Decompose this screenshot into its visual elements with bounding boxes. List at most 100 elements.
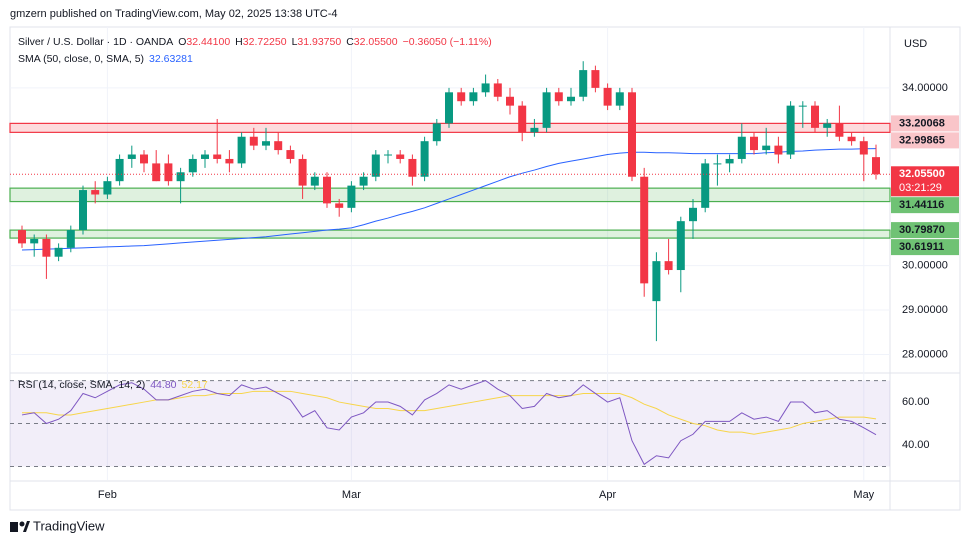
candle-body [579, 70, 588, 97]
candle-body [518, 105, 527, 133]
currency-label: USD [904, 38, 927, 50]
candle-body [652, 261, 661, 302]
candle-body [225, 158, 234, 164]
candle-body [298, 158, 307, 186]
candle-body [701, 163, 710, 208]
candle-body [628, 92, 636, 177]
sma-line [21, 148, 877, 251]
candle-body [91, 190, 100, 195]
zone-price-box [891, 239, 959, 256]
sma-legend: SMA (50, close, 0, SMA, 5) 32.63281 [18, 53, 193, 65]
ohlc-key: H [235, 36, 243, 48]
rsi-line [21, 380, 877, 466]
candle-body [127, 154, 136, 159]
candle-body [835, 123, 844, 137]
ohlc-key: L [292, 36, 298, 48]
candle-body [859, 141, 868, 155]
rsi-name: RSI (14, close, SMA, 14, 2) [18, 379, 145, 391]
x-tick-label: Apr [599, 489, 616, 501]
candle-body [750, 136, 758, 151]
candle-body [188, 158, 197, 173]
rsi-legend: RSI (14, close, SMA, 14, 2) 44.80 52.17 [18, 379, 208, 391]
candle-body [445, 92, 453, 124]
y-tick-label: 30.00000 [902, 259, 948, 271]
zone-price-box [891, 132, 959, 149]
candle-body [664, 261, 673, 271]
candle-body [542, 92, 551, 128]
candle-body [335, 203, 344, 208]
countdown-label: 03:21:29 [899, 182, 942, 194]
candle-body [725, 158, 734, 164]
zone-price-label: 30.79870 [899, 224, 945, 236]
candle-body [115, 158, 124, 182]
ohlc-value: 32.05500 [354, 36, 398, 48]
ohlc-key: C [346, 36, 354, 48]
zone-price-box [891, 222, 959, 239]
x-tick-label: Feb [98, 489, 117, 501]
x-tick-label: Mar [342, 489, 361, 501]
candle-body [408, 158, 417, 177]
candle-body [774, 145, 783, 155]
candle-body [347, 185, 356, 208]
candle-body [457, 92, 466, 102]
ohlc-key: O [178, 36, 186, 48]
candle-body [152, 163, 161, 182]
candle-body [481, 83, 490, 93]
y-tick-label: 28.00000 [902, 348, 948, 360]
candle-body [823, 123, 832, 128]
candle-body [262, 141, 270, 146]
zone-price-label: 31.44116 [899, 199, 944, 211]
candle-body [798, 105, 807, 107]
brand-logo [10, 521, 30, 532]
candle-body [371, 154, 380, 177]
candle-body [274, 141, 283, 151]
ohlc-value: 32.72250 [243, 36, 287, 48]
symbol-legend: Silver / U.S. Dollar · 1D · OANDA O32.441… [18, 36, 492, 48]
candle-body [103, 181, 112, 195]
candle-body [713, 163, 722, 165]
candle-body [530, 127, 539, 133]
candle-body [872, 157, 880, 175]
rsi-sma-value: 52.17 [182, 379, 208, 391]
candle-body [689, 207, 697, 222]
chart-frame [9, 26, 961, 511]
candle-body [140, 154, 148, 164]
candle-body [54, 247, 63, 257]
candle-body [432, 123, 441, 142]
candle-body [786, 105, 795, 155]
candle-body [176, 172, 185, 182]
zone-price-box [891, 197, 959, 214]
candle-body [591, 70, 600, 88]
candle-body [811, 105, 819, 128]
candle-body [323, 176, 331, 204]
candle-body [201, 154, 209, 159]
candle-body [396, 154, 405, 159]
candle-body [42, 238, 51, 257]
candle-body [676, 221, 685, 271]
sma-last: 32.63281 [149, 53, 193, 65]
candle-body [310, 176, 319, 186]
candle-body [384, 154, 392, 156]
candle-body [847, 136, 856, 142]
candle-body [469, 92, 478, 102]
rsi-value: 44.80 [150, 379, 176, 391]
candle-body [359, 176, 368, 186]
zone [9, 122, 891, 133]
candle-body [164, 163, 173, 182]
rsi-tick-label: 60.00 [902, 396, 930, 408]
candle-body [762, 145, 771, 151]
sma-name: SMA (50, close, 0, SMA, 5) [18, 53, 144, 65]
ohlc-value: 31.93750 [297, 36, 341, 48]
brand: TradingView [33, 518, 105, 533]
change-value: −0.36050 (−1.11%) [403, 36, 492, 48]
candle-body [737, 136, 746, 159]
candle-body [640, 176, 649, 284]
candle-body [286, 150, 295, 159]
candle-body [18, 230, 26, 244]
candle-body [249, 136, 258, 146]
zone-price-label: 30.61911 [899, 241, 944, 253]
candle-body [237, 136, 246, 164]
candle-body [493, 83, 502, 97]
candle-body [506, 96, 514, 106]
